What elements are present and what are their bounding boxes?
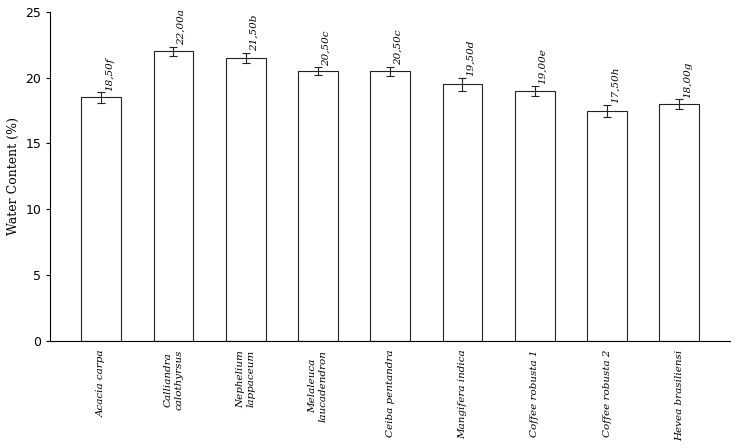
Text: 19,50d: 19,50d xyxy=(466,40,475,77)
Bar xyxy=(443,84,483,341)
Text: 18,00g: 18,00g xyxy=(683,62,692,98)
Bar xyxy=(298,71,338,341)
Bar xyxy=(515,91,555,341)
Bar xyxy=(587,111,627,341)
Text: 17,50h: 17,50h xyxy=(611,67,620,103)
Bar xyxy=(81,98,121,341)
Text: 21,50b: 21,50b xyxy=(249,15,258,52)
Bar xyxy=(226,58,265,341)
Text: 22,00a: 22,00a xyxy=(177,9,186,46)
Bar xyxy=(371,71,410,341)
Y-axis label: Water Content (%): Water Content (%) xyxy=(7,117,20,235)
Bar xyxy=(153,52,193,341)
Text: 19,00e: 19,00e xyxy=(538,48,548,84)
Text: 18,50f: 18,50f xyxy=(105,57,113,91)
Text: 20,50c: 20,50c xyxy=(321,30,331,66)
Bar xyxy=(660,104,699,341)
Text: 20,50c: 20,50c xyxy=(394,30,403,65)
